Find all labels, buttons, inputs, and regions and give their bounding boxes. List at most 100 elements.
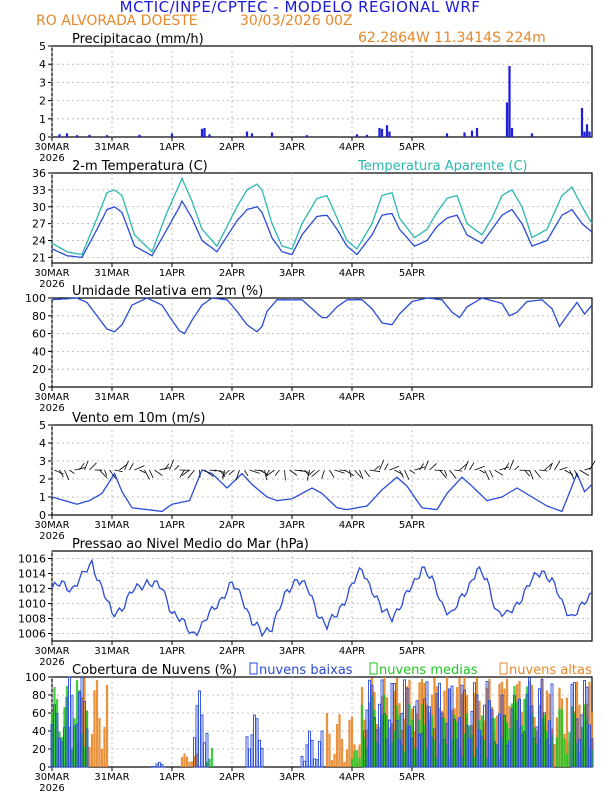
cloud-bar-media xyxy=(435,757,439,767)
wind-barb xyxy=(534,469,542,479)
cloud-bar-alta xyxy=(185,756,189,767)
wind-barb xyxy=(379,459,385,471)
wind-barb xyxy=(514,465,520,471)
precip-bar xyxy=(508,66,511,137)
x-tick-label: 3APR xyxy=(279,520,305,531)
cloud-bar-alta xyxy=(445,677,449,767)
wind-barb xyxy=(228,469,235,476)
cloud-bar-alta xyxy=(403,718,406,767)
x-tick-label: 30MAR xyxy=(34,646,69,657)
precip-bar xyxy=(585,124,589,137)
cloud-bar-media xyxy=(70,748,74,767)
legend-label: nuvens altas xyxy=(509,663,592,678)
header-run: 30/03/2026 00Z xyxy=(240,13,353,29)
y-tick-label: 1010 xyxy=(18,598,46,611)
cloud-bar-baixa xyxy=(445,723,449,768)
cloud-bar-alta xyxy=(190,761,194,767)
cloud-bar-baixa xyxy=(585,686,589,768)
cloud-bar-media xyxy=(455,721,459,767)
cloud-bar-baixa xyxy=(498,713,501,768)
cloud-bar-baixa xyxy=(548,720,551,768)
cloud-bar-baixa xyxy=(453,718,456,768)
cloud-bar-baixa xyxy=(435,693,439,768)
cloud-bar-baixa xyxy=(155,763,159,768)
wind-barb xyxy=(509,459,514,471)
x-tick-label: 4APR xyxy=(339,392,365,403)
wind-barb xyxy=(399,469,404,478)
cloud-bar-baixa xyxy=(365,709,369,768)
wind-barb xyxy=(84,460,89,471)
cloud-bar-alta xyxy=(438,707,441,767)
x-tick-label: 3APR xyxy=(279,646,305,657)
wind-barb xyxy=(114,469,123,473)
x-tick-label: 5APR xyxy=(399,392,425,403)
x-tick-label: 1APR xyxy=(159,772,185,783)
cloud-bar-baixa xyxy=(465,724,469,768)
x-tick-label: 31MAR xyxy=(94,520,129,531)
cloud-bar-baixa xyxy=(450,685,454,768)
cloud-bar-media xyxy=(360,704,364,767)
precip-bar xyxy=(463,132,466,137)
cloud-bar-alta xyxy=(458,677,461,767)
cloud-bar-media xyxy=(78,690,81,767)
cloud-bar-baixa xyxy=(520,734,524,768)
cloud-bar-media xyxy=(583,704,586,767)
cloud-bar-alta xyxy=(93,690,96,767)
cloud-bar-baixa xyxy=(385,739,389,768)
wind-barb xyxy=(64,469,70,481)
panel-frame xyxy=(51,297,593,388)
cloud-bar-media xyxy=(535,743,539,767)
wind-barb xyxy=(308,469,315,476)
y-tick-label: 40 xyxy=(32,725,46,738)
cloud-bar-baixa xyxy=(50,723,54,768)
cloud-bar-media xyxy=(453,714,456,767)
cloud-bar-baixa xyxy=(193,737,196,768)
cloud-bar-media xyxy=(565,753,569,767)
cloud-bar-baixa xyxy=(460,684,464,768)
wind-barb xyxy=(374,465,380,471)
cloud-bar-baixa xyxy=(525,694,529,768)
cloud-bar-baixa xyxy=(575,718,579,768)
cloud-bar-media xyxy=(423,724,426,767)
wind-barb xyxy=(74,467,86,471)
cloud-bar-media xyxy=(560,709,564,767)
cloud-bar-baixa xyxy=(538,688,541,768)
cloud-bar-media xyxy=(445,744,449,767)
cloud-bar-media xyxy=(388,745,391,767)
x-year-label: 2026 xyxy=(39,783,64,792)
x-tick-label: 30MAR xyxy=(34,268,69,279)
x-year-label: 2026 xyxy=(39,403,64,414)
wind-barb xyxy=(199,469,201,478)
cloud-bar-media xyxy=(68,726,71,767)
x-tick-label: 30MAR xyxy=(34,392,69,403)
x-tick-label: 5APR xyxy=(399,646,425,657)
cloud-bar-baixa xyxy=(300,756,304,768)
wind-barb xyxy=(219,469,226,478)
wind-barb xyxy=(311,469,320,478)
wind-barb xyxy=(139,469,146,474)
cloud-bar-alta xyxy=(588,681,591,767)
wind-barb xyxy=(434,469,444,472)
wind-barb xyxy=(569,469,575,480)
wind-barb xyxy=(54,469,64,475)
cloud-bar-baixa xyxy=(588,724,591,768)
cloud-bar-baixa xyxy=(405,687,409,768)
cloud-bar-baixa xyxy=(388,719,391,768)
cloud-bar-media xyxy=(473,757,476,767)
y-tick-label: 2 xyxy=(39,473,46,486)
header-title: MCTIC/INPE/CPTEC - MODELO REGIONAL WRF xyxy=(120,0,481,16)
cloud-bar-baixa xyxy=(508,740,511,768)
panel-title: Cobertura de Nuvens (%) xyxy=(72,663,237,678)
x-tick-label: 2APR xyxy=(219,772,245,783)
cloud-bar-baixa xyxy=(245,736,249,768)
wind-barb xyxy=(439,469,447,479)
wind-barb xyxy=(454,469,463,472)
cloud-bar-baixa xyxy=(258,739,261,768)
cloud-bar-baixa xyxy=(513,695,516,768)
wind-barb xyxy=(334,469,345,474)
cloud-bar-media xyxy=(518,727,521,767)
cloud-bar-media xyxy=(368,720,371,767)
cloud-bar-media xyxy=(393,730,396,767)
cloud-bar-media xyxy=(75,680,79,767)
cloud-bar-baixa xyxy=(458,717,461,768)
